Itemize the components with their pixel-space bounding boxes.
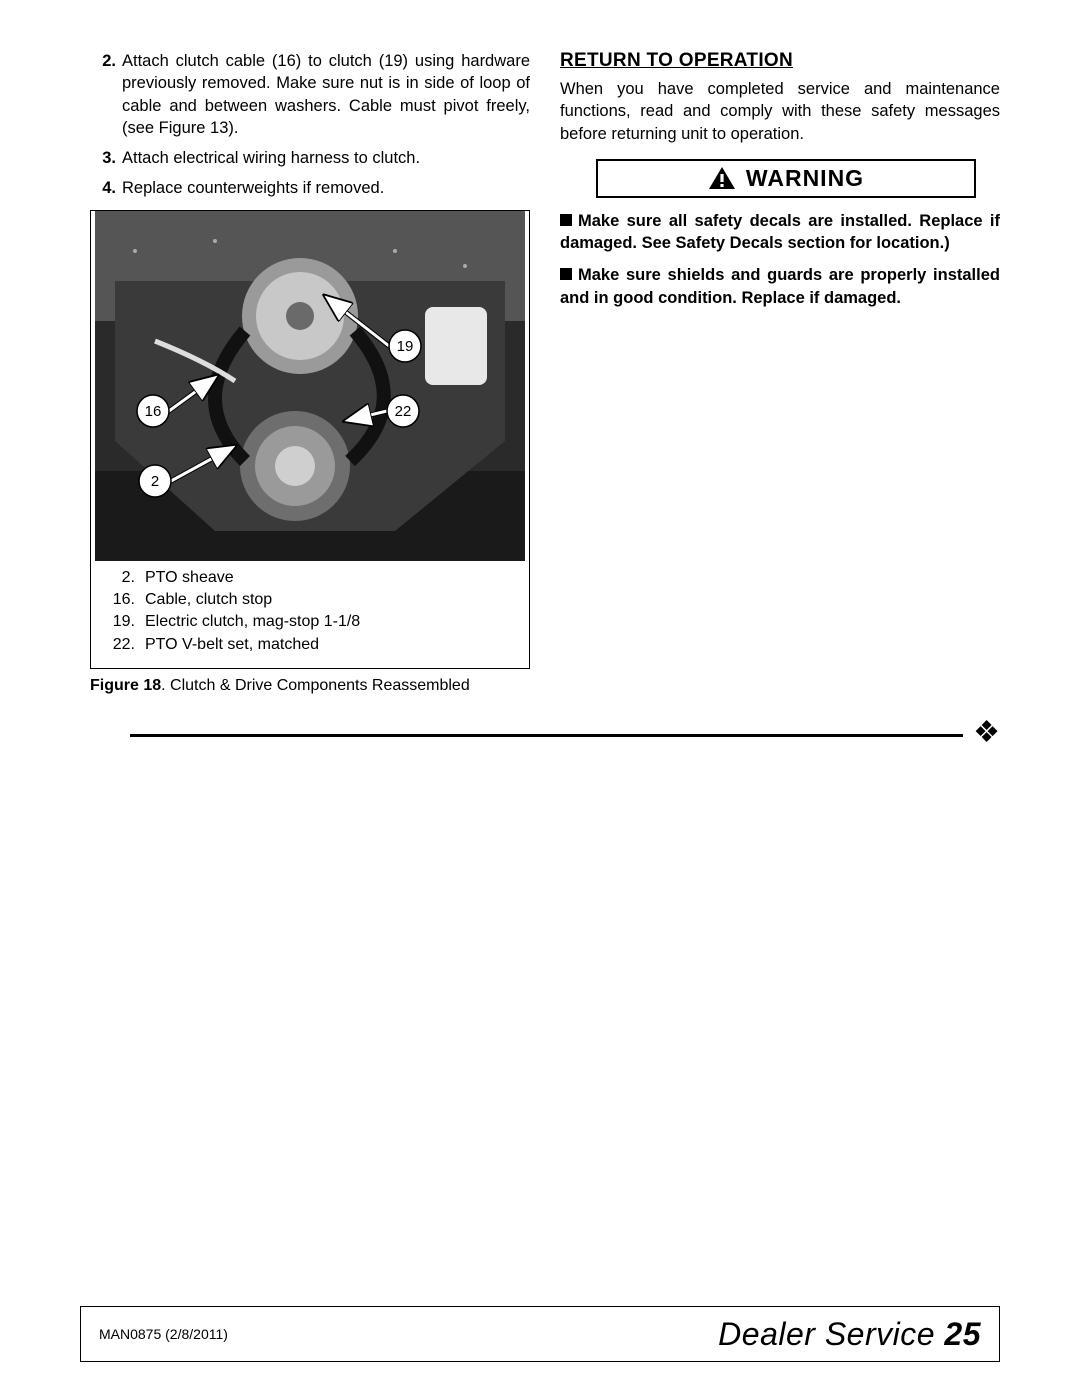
figure-caption-rest: . Clutch & Drive Components Reassembled [161, 677, 470, 694]
legend-label: Electric clutch, mag-stop 1-1/8 [145, 611, 360, 633]
square-bullet-icon [560, 268, 572, 280]
step-item: 2. Attach clutch cable (16) to clutch (1… [90, 50, 530, 139]
warning-label: WARNING [746, 165, 864, 192]
right-column: RETURN TO OPERATION When you have comple… [560, 50, 1000, 695]
footer-docid: MAN0875 (2/8/2011) [99, 1326, 228, 1342]
footer-page-number: 25 [944, 1316, 981, 1352]
two-column-layout: 2. Attach clutch cable (16) to clutch (1… [90, 50, 1000, 695]
svg-text:19: 19 [397, 338, 414, 355]
page: 2. Attach clutch cable (16) to clutch (1… [0, 0, 1080, 1397]
step-number: 4. [90, 177, 116, 199]
divider-line [130, 734, 963, 737]
legend-row: 22. PTO V-belt set, matched [101, 634, 519, 656]
clutch-photo-svg: 1916222 [91, 211, 529, 561]
legend-row: 2. PTO sheave [101, 567, 519, 589]
svg-text:22: 22 [395, 403, 412, 420]
legend-row: 19. Electric clutch, mag-stop 1-1/8 [101, 611, 519, 633]
step-text: Attach electrical wiring harness to clut… [122, 147, 420, 169]
divider: ❖ [130, 720, 1000, 750]
legend-row: 16. Cable, clutch stop [101, 589, 519, 611]
step-text: Replace counterweights if removed. [122, 177, 384, 199]
legend-num: 22. [101, 634, 135, 656]
warning-box: WARNING [596, 159, 976, 198]
legend-label: PTO V-belt set, matched [145, 634, 319, 656]
warning-bullet: Make sure shields and guards are properl… [560, 264, 1000, 309]
step-item: 3. Attach electrical wiring harness to c… [90, 147, 530, 169]
square-bullet-icon [560, 214, 572, 226]
legend-num: 16. [101, 589, 135, 611]
legend-num: 19. [101, 611, 135, 633]
warning-inner: WARNING [598, 161, 974, 196]
legend-label: Cable, clutch stop [145, 589, 272, 611]
warning-bullet-text: Make sure shields and guards are properl… [560, 266, 1000, 306]
warning-triangle-icon [708, 166, 736, 190]
figure-caption-bold: Figure 18 [90, 677, 161, 694]
figure-caption: Figure 18. Clutch & Drive Components Rea… [90, 677, 530, 695]
step-number: 3. [90, 147, 116, 169]
legend-num: 2. [101, 567, 135, 589]
warning-bullet: Make sure all safety decals are installe… [560, 210, 1000, 255]
svg-text:16: 16 [145, 403, 162, 420]
step-number: 2. [90, 50, 116, 139]
page-footer: MAN0875 (2/8/2011) Dealer Service 25 [80, 1306, 1000, 1362]
legend-label: PTO sheave [145, 567, 234, 589]
figure-box: 1916222 2.PTO sheave 16.Cable, clutch st… [90, 210, 530, 670]
figure-photo: 1916222 [91, 211, 529, 561]
footer-section: Dealer Service [718, 1316, 944, 1352]
left-column: 2. Attach clutch cable (16) to clutch (1… [90, 50, 530, 695]
svg-text:2: 2 [151, 473, 159, 490]
intro-paragraph: When you have completed service and main… [560, 78, 1000, 145]
figure-legend: 2. PTO sheave 16. Cable, clutch stop 19. El… [91, 561, 529, 669]
step-item: 4. Replace counterweights if removed. [90, 177, 530, 199]
warning-bullet-text: Make sure all safety decals are installe… [560, 212, 1000, 252]
footer-title: Dealer Service 25 [718, 1316, 981, 1353]
divider-ornament-icon: ❖ [973, 718, 1000, 748]
section-heading: RETURN TO OPERATION [560, 50, 1000, 72]
step-text: Attach clutch cable (16) to clutch (19) … [122, 50, 530, 139]
